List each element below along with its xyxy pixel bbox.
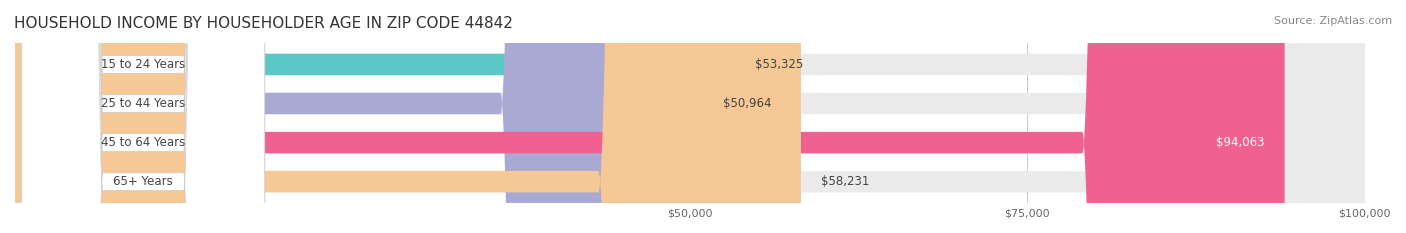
Text: 65+ Years: 65+ Years [114, 175, 173, 188]
FancyBboxPatch shape [21, 0, 264, 233]
Text: $50,964: $50,964 [723, 97, 772, 110]
FancyBboxPatch shape [15, 0, 1365, 233]
FancyBboxPatch shape [15, 0, 1285, 233]
Text: $94,063: $94,063 [1216, 136, 1264, 149]
FancyBboxPatch shape [21, 0, 264, 233]
FancyBboxPatch shape [15, 0, 1365, 233]
Text: 25 to 44 Years: 25 to 44 Years [101, 97, 186, 110]
Text: 15 to 24 Years: 15 to 24 Years [101, 58, 186, 71]
FancyBboxPatch shape [15, 0, 703, 233]
FancyBboxPatch shape [21, 0, 264, 233]
FancyBboxPatch shape [15, 0, 1365, 233]
FancyBboxPatch shape [15, 0, 735, 233]
Text: Source: ZipAtlas.com: Source: ZipAtlas.com [1274, 16, 1392, 26]
FancyBboxPatch shape [15, 0, 1365, 233]
Text: $58,231: $58,231 [821, 175, 869, 188]
Text: $53,325: $53,325 [755, 58, 803, 71]
FancyBboxPatch shape [15, 0, 801, 233]
Text: 45 to 64 Years: 45 to 64 Years [101, 136, 186, 149]
FancyBboxPatch shape [21, 0, 264, 233]
Text: HOUSEHOLD INCOME BY HOUSEHOLDER AGE IN ZIP CODE 44842: HOUSEHOLD INCOME BY HOUSEHOLDER AGE IN Z… [14, 16, 513, 31]
